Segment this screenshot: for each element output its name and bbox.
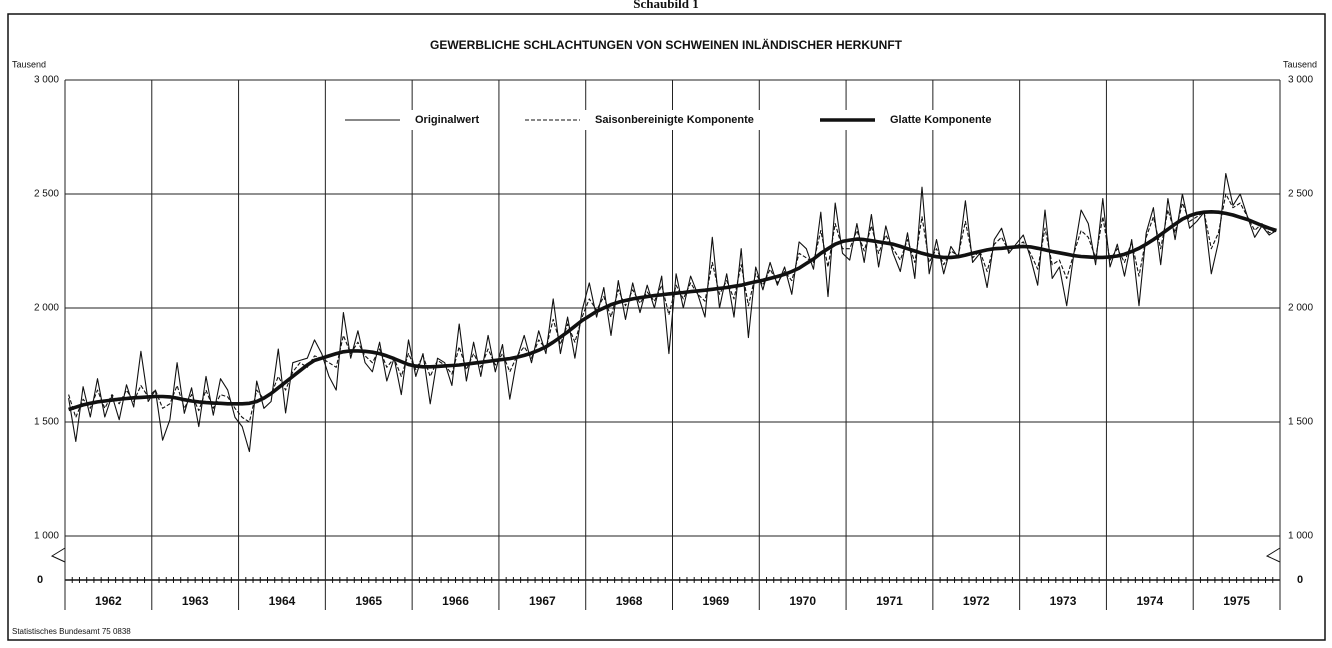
break-tick-label: 0 — [1297, 574, 1303, 586]
chart-title: GEWERBLICHE SCHLACHTUNGEN VON SCHWEINEN … — [430, 37, 903, 52]
y2-tick-label: 3 000 — [1288, 75, 1313, 86]
x-tick-label: 1963 — [182, 594, 209, 608]
x-tick-label: 1970 — [789, 594, 816, 608]
legend-label: Originalwert — [415, 114, 480, 126]
x-tick-label: 1974 — [1136, 594, 1163, 608]
x-tick-label: 1971 — [876, 594, 903, 608]
y-tick-label: 1 000 — [34, 531, 59, 542]
y2-tick-label: 2 500 — [1288, 189, 1313, 200]
y2-tick-label: 1 000 — [1288, 531, 1313, 542]
x-tick-label: 1964 — [269, 594, 296, 608]
x-tick-label: 1966 — [442, 594, 469, 608]
y-tick-label: 1 500 — [34, 417, 59, 428]
source: Statistisches Bundesamt 75 0838 — [12, 627, 131, 636]
legend-bg — [521, 110, 786, 130]
axis-break — [50, 536, 1281, 610]
series-line — [68, 172, 1277, 453]
y-unit: Tausend — [12, 59, 46, 69]
y2-tick-label: 2 000 — [1288, 303, 1313, 314]
legend-bg — [341, 110, 491, 130]
x-tick-label: 1962 — [95, 594, 122, 608]
y-tick-label: 2 000 — [34, 303, 59, 314]
series-line — [68, 210, 1277, 412]
x-tick-label: 1975 — [1223, 594, 1250, 608]
legend-label: Saisonbereinigte Komponente — [595, 114, 754, 126]
header: Schaubild 1 — [633, 0, 698, 11]
frame — [7, 13, 1326, 641]
x-tick-label: 1973 — [1050, 594, 1077, 608]
legend-bg — [816, 110, 966, 130]
x-tick-label: 1967 — [529, 594, 556, 608]
x-tick-label: 1969 — [703, 594, 730, 608]
break-tick-label: 0 — [37, 574, 43, 586]
y2-unit: Tausend — [1283, 59, 1317, 69]
y-tick-label: 2 500 — [34, 189, 59, 200]
x-tick-label: 1965 — [355, 594, 382, 608]
legend-label: Glatte Komponente — [890, 114, 991, 126]
x-tick-label: 1972 — [963, 594, 990, 608]
y-tick-label: 3 000 — [34, 75, 59, 86]
y2-tick-label: 1 500 — [1288, 417, 1313, 428]
x-tick-label: 1968 — [616, 594, 643, 608]
